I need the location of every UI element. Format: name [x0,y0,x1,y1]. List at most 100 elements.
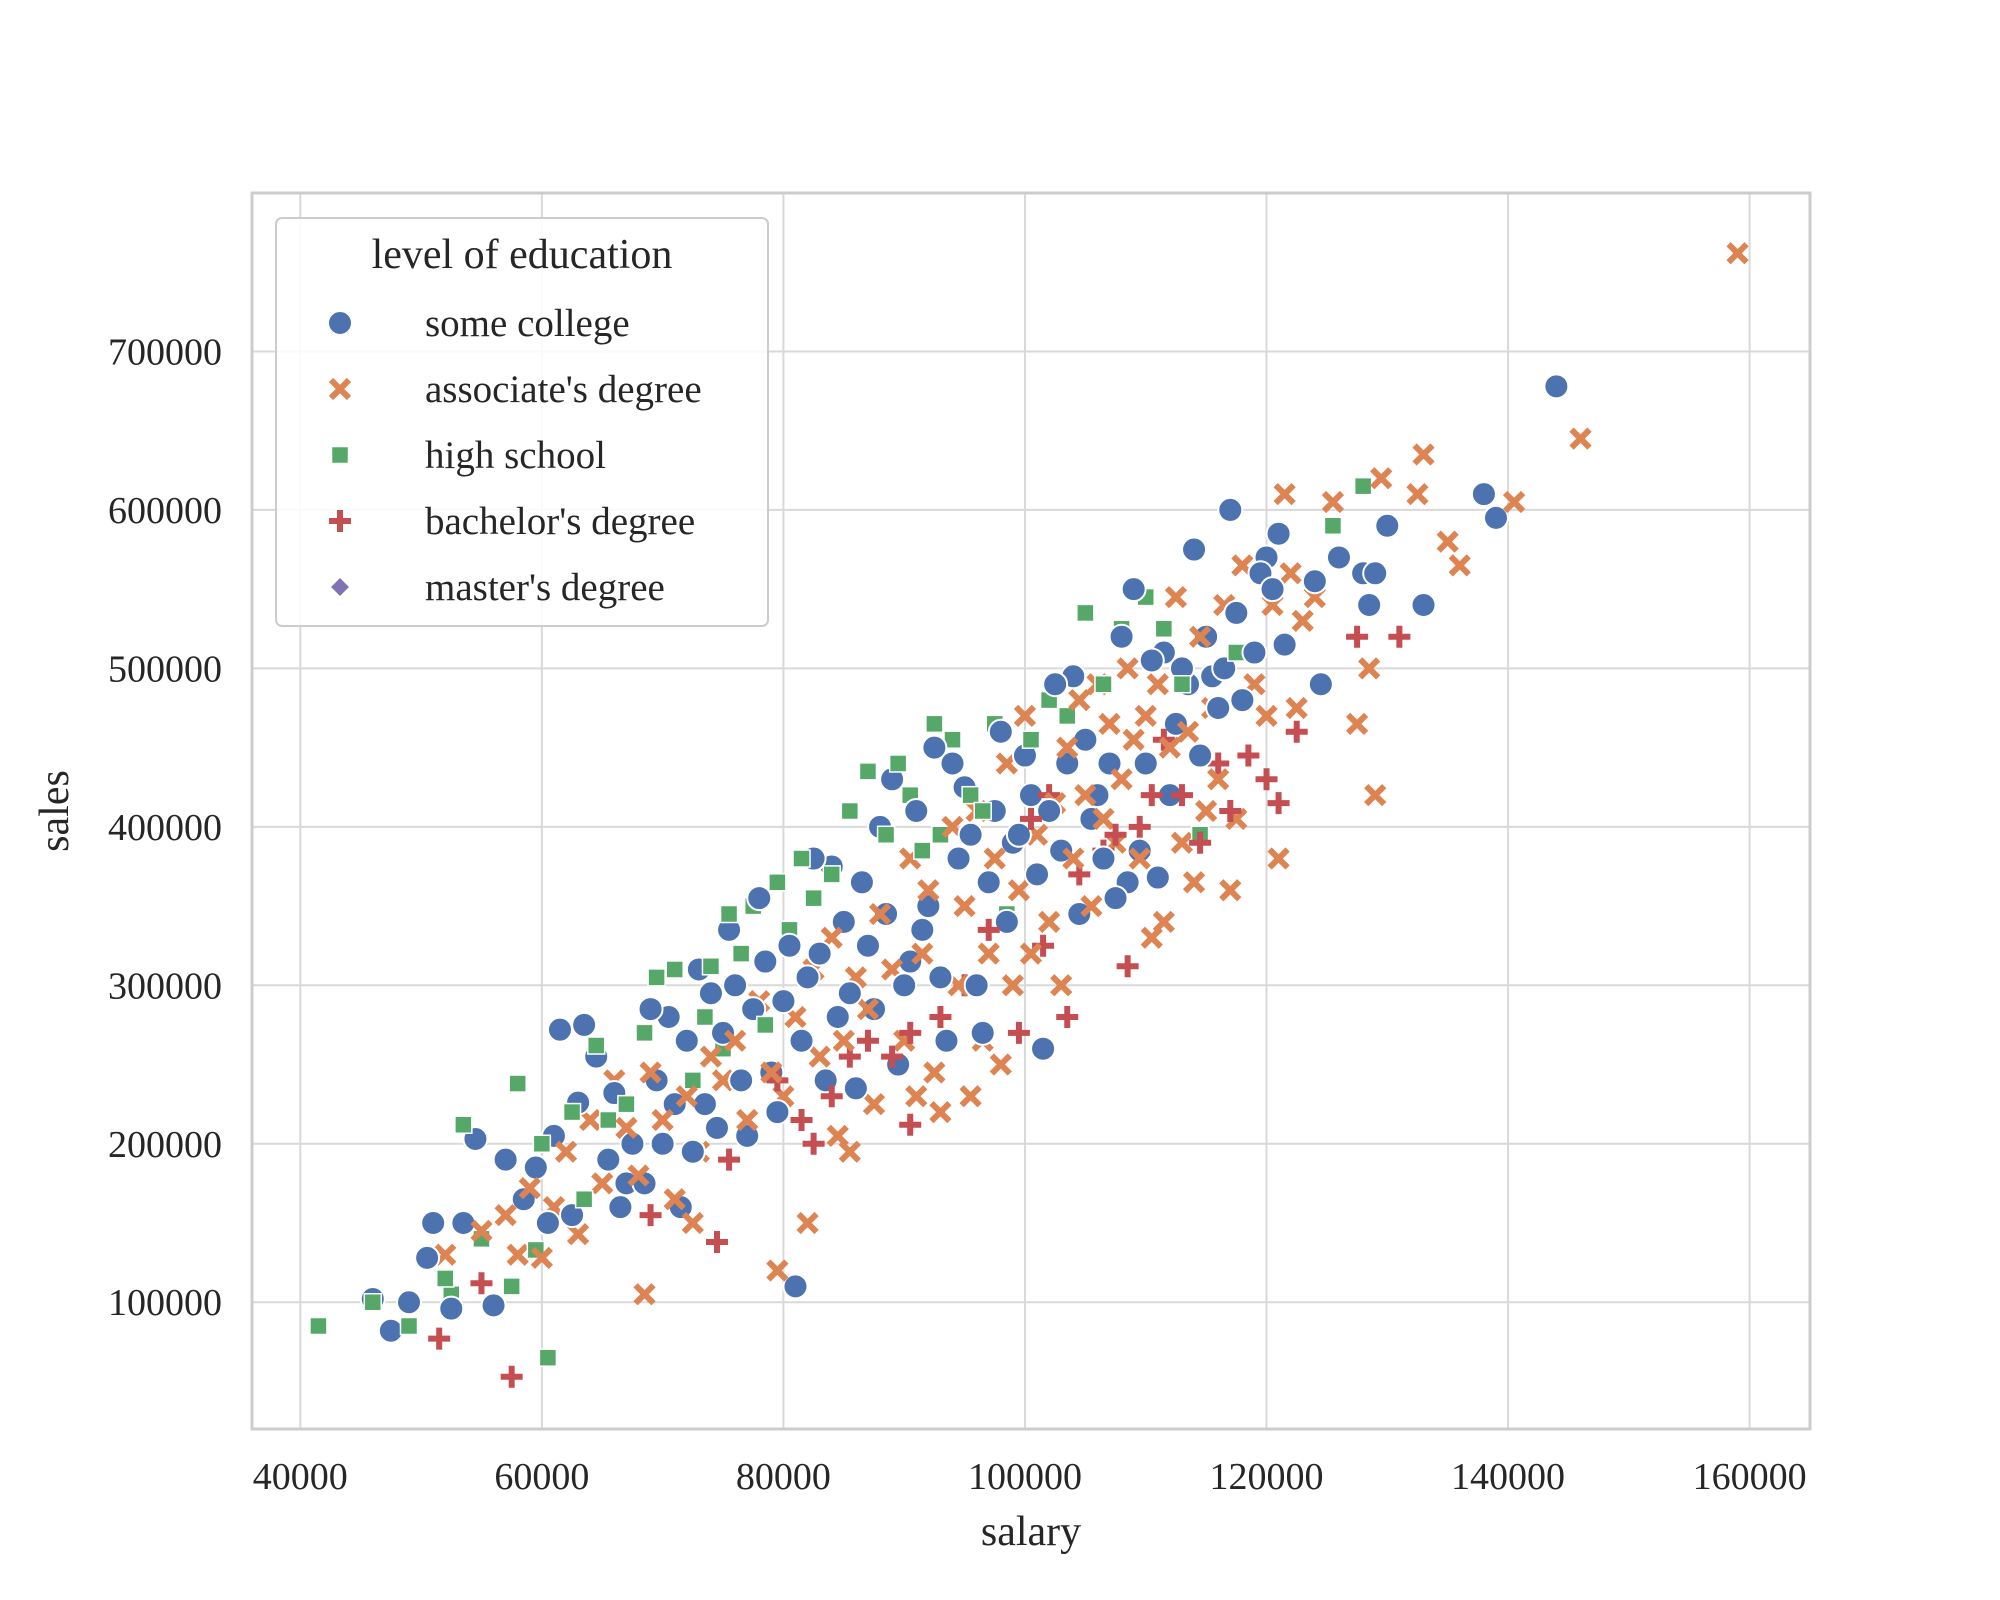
data-point-bachelor-s-degree [881,1045,904,1068]
data-point-high-school [574,1189,594,1209]
data-point-associate-s-degree [1194,799,1218,823]
data-point-some-college [963,972,990,999]
data-point-associate-s-degree [681,1211,704,1235]
data-point-associate-s-degree [1122,728,1145,751]
data-point-some-college [1482,504,1509,531]
data-point-associate-s-degree [959,1085,982,1108]
data-point-bachelor-s-degree [470,1272,493,1295]
data-point-some-college [1325,544,1352,571]
data-point-some-college [860,996,887,1023]
data-point-some-college [1223,599,1250,626]
data-point-associate-s-degree [826,1124,849,1147]
data-point-high-school [508,1074,527,1093]
data-point-associate-s-degree [989,1053,1012,1076]
data-point-some-college [571,1011,598,1038]
data-point-associate-s-degree [1291,609,1314,632]
data-point-associate-s-degree [953,894,976,918]
data-point-associate-s-degree [494,1203,517,1227]
data-point-associate-s-degree [1134,704,1157,728]
data-point-high-school [532,1134,552,1154]
legend: level of education some college associate… [275,217,769,627]
data-point-associate-s-degree [736,1108,759,1132]
data-point-high-school [1323,516,1343,536]
data-point-associate-s-degree [832,1029,855,1052]
data-point-bachelor-s-degree [718,1148,741,1171]
data-point-some-college [480,1292,507,1319]
data-point-high-school [695,1007,715,1027]
data-point-associate-s-degree [1068,688,1091,712]
data-point-some-college [722,972,749,999]
data-point-some-college [607,1194,634,1221]
data-point-some-college [842,1075,869,1102]
data-point-some-college [1271,631,1298,658]
data-point-some-college [595,1146,622,1173]
data-point-some-college [957,821,984,848]
data-point-high-school [961,785,980,805]
data-point-some-college [1205,695,1232,721]
data-point-some-college [522,1154,549,1181]
data-point-associate-s-degree [1062,847,1085,870]
data-point-some-college [1265,520,1292,547]
data-point-associate-s-degree [1502,490,1526,514]
data-point-associate-s-degree [1726,242,1749,265]
data-point-some-college [788,1027,815,1054]
data-point-some-college [746,885,773,912]
data-point-high-school [1154,619,1174,639]
data-point-associate-s-degree [1364,784,1387,807]
data-point-associate-s-degree [1158,736,1182,759]
data-point-bachelor-s-degree [977,918,1000,941]
data-point-associate-s-degree [566,1222,590,1246]
data-point-associate-s-degree [506,1243,529,1266]
data-point-bachelor-s-degree [856,1029,879,1052]
data-point-associate-s-degree [1219,879,1242,902]
data-point-some-college [1301,568,1328,595]
data-point-some-college [782,1273,809,1300]
data-point-high-school [768,873,787,892]
data-point-some-college [854,932,881,959]
data-point-some-college [697,980,724,1007]
data-point-associate-s-degree [633,1283,656,1306]
data-point-associate-s-degree [796,1211,819,1235]
data-point-associate-s-degree [1128,847,1151,870]
data-point-associate-s-degree [923,1061,946,1084]
y-tick-label: 100000 [108,1282,222,1324]
data-point-some-college [1356,592,1383,618]
data-point-associate-s-degree [663,1188,686,1211]
data-point-high-school [876,825,896,845]
legend-marker-master-s-degree [328,575,352,599]
data-point-high-school [1172,674,1192,694]
x-axis-label: salary [981,1509,1081,1555]
data-point-associate-s-degree [1007,879,1031,902]
data-point-some-college [1543,373,1570,400]
data-point-high-school [731,944,751,963]
data-point-some-college [945,845,972,872]
data-point-some-college [740,996,767,1023]
data-point-bachelor-s-degree [705,1231,728,1254]
data-point-some-college [836,980,863,1007]
data-point-associate-s-degree [1074,784,1097,807]
data-point-associate-s-degree [1170,831,1194,854]
data-point-high-school [1094,674,1113,694]
data-point-some-college [637,996,664,1023]
data-point-some-college [939,750,966,777]
data-point-high-school [599,1110,618,1130]
data-point-high-school [435,1269,455,1288]
data-point-some-college [492,1146,519,1173]
data-point-some-college [438,1295,465,1322]
plot-frame [250,191,1812,1431]
data-point-some-college [1470,481,1497,508]
legend-item-master-s-degree: master's degree [328,566,665,609]
data-point-associate-s-degree [1207,768,1230,791]
data-point-some-college [728,1067,755,1094]
data-point-high-school [309,1316,328,1336]
data-point-high-school [502,1277,521,1296]
data-point-bachelor-s-degree [1207,752,1230,775]
data-point-high-school [822,865,841,884]
data-point-associate-s-degree [760,1061,783,1084]
data-point-some-college [909,916,936,943]
data-point-some-college [764,1099,791,1126]
y-tick-label: 600000 [108,490,222,532]
data-point-associate-s-degree [1279,562,1302,585]
data-point-bachelor-s-degree [1104,823,1127,846]
data-point-bachelor-s-degree [899,1021,922,1044]
